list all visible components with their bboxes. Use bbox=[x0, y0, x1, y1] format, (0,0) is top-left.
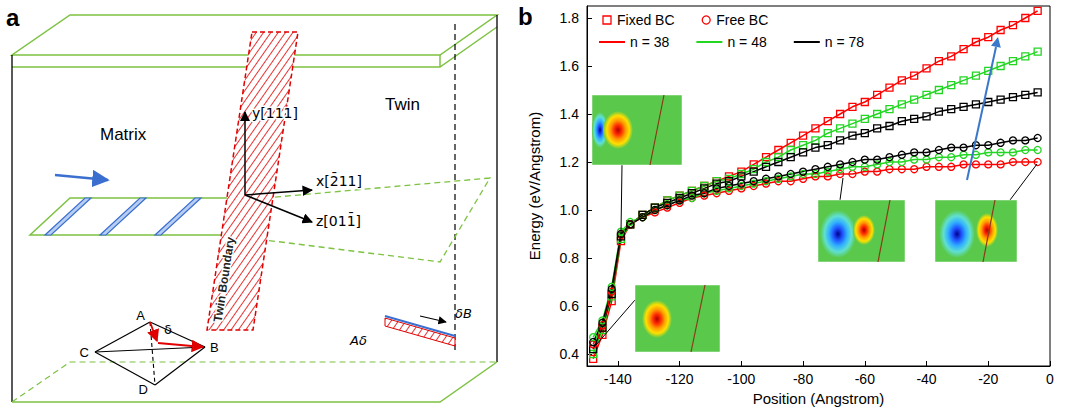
svg-text:δB: δB bbox=[455, 306, 472, 321]
svg-text:n = 78: n = 78 bbox=[825, 34, 865, 50]
svg-text:1.6: 1.6 bbox=[560, 58, 580, 74]
svg-text:D: D bbox=[139, 382, 148, 397]
svg-text:y[111]: y[111] bbox=[252, 105, 298, 121]
svg-text:n = 48: n = 48 bbox=[727, 34, 767, 50]
svg-text:1.8: 1.8 bbox=[560, 10, 580, 26]
svg-text:-20: -20 bbox=[978, 371, 998, 387]
svg-text:z[011̄]: z[011̄] bbox=[316, 212, 361, 229]
svg-text:n = 38: n = 38 bbox=[630, 34, 670, 50]
svg-text:Free BC: Free BC bbox=[716, 12, 768, 28]
svg-text:1.4: 1.4 bbox=[560, 106, 580, 122]
svg-text:-140: -140 bbox=[604, 371, 632, 387]
svg-text:1.0: 1.0 bbox=[560, 202, 580, 218]
svg-text:0.8: 0.8 bbox=[560, 250, 580, 266]
svg-text:-40: -40 bbox=[916, 371, 936, 387]
svg-text:-100: -100 bbox=[727, 371, 755, 387]
svg-text:-120: -120 bbox=[666, 371, 694, 387]
svg-text:δ: δ bbox=[164, 322, 172, 337]
svg-text:b: b bbox=[518, 3, 533, 30]
svg-text:0.4: 0.4 bbox=[560, 346, 580, 362]
svg-text:Energy (eV/Angstrom): Energy (eV/Angstrom) bbox=[526, 112, 543, 260]
svg-text:A: A bbox=[136, 308, 145, 323]
svg-text:Aδ: Aδ bbox=[349, 333, 367, 348]
svg-text:Matrix: Matrix bbox=[100, 125, 147, 144]
svg-text:-80: -80 bbox=[793, 371, 813, 387]
svg-text:1.2: 1.2 bbox=[560, 154, 580, 170]
svg-text:Twin: Twin bbox=[385, 95, 420, 114]
svg-text:0: 0 bbox=[1046, 371, 1054, 387]
svg-text:C: C bbox=[80, 345, 89, 360]
svg-text:a: a bbox=[6, 4, 20, 31]
svg-text:x[2̄11]: x[2̄11] bbox=[316, 172, 362, 189]
svg-text:Twin Boundary: Twin Boundary bbox=[211, 236, 238, 323]
svg-text:Fixed BC: Fixed BC bbox=[617, 12, 675, 28]
svg-text:0.6: 0.6 bbox=[560, 298, 580, 314]
svg-text:Position (Angstrom): Position (Angstrom) bbox=[753, 390, 885, 407]
svg-text:B: B bbox=[210, 340, 219, 355]
svg-text:-60: -60 bbox=[855, 371, 875, 387]
